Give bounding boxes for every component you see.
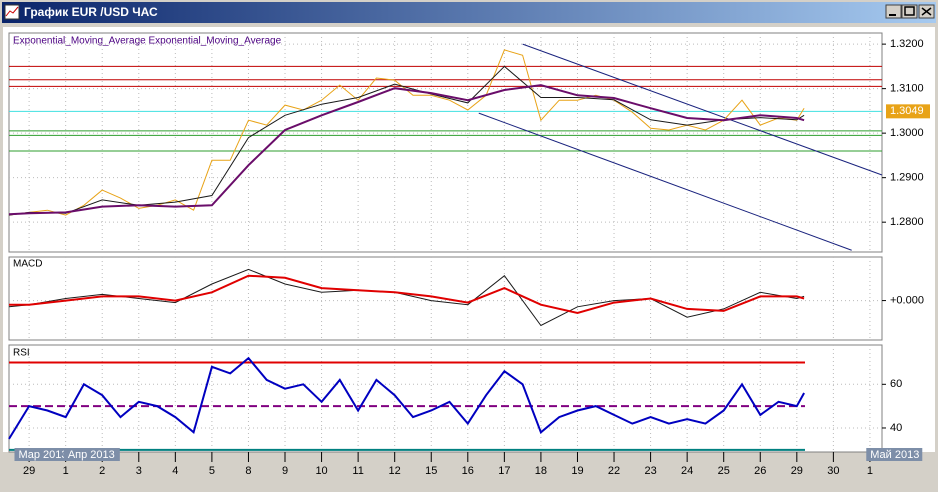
x-tick-label: 24 bbox=[681, 465, 693, 477]
x-tick-label: 1 bbox=[63, 465, 69, 477]
panel-title: RSI bbox=[13, 348, 30, 359]
series-line bbox=[9, 274, 805, 315]
x-tick-label: 1 bbox=[867, 465, 873, 477]
price-label: 1.3049 bbox=[890, 105, 924, 117]
chart-area bbox=[3, 27, 935, 485]
x-tick-label: 23 bbox=[644, 465, 656, 477]
x-tick-label: 19 bbox=[571, 465, 583, 477]
window-buttons bbox=[885, 4, 935, 19]
y-tick-label: 1.3100 bbox=[890, 83, 924, 95]
x-tick-label: 10 bbox=[315, 465, 327, 477]
y-tick-label: +0.000 bbox=[890, 294, 924, 306]
x-tick-label: 18 bbox=[535, 465, 547, 477]
x-tick-label: 22 bbox=[608, 465, 620, 477]
period-box bbox=[14, 448, 71, 461]
panel-title: MACD bbox=[13, 259, 42, 270]
x-tick-label: 16 bbox=[462, 465, 474, 477]
x-tick-label: 26 bbox=[754, 465, 766, 477]
series-line bbox=[8, 268, 805, 327]
legend: Exponential_Moving_Average Exponential_M… bbox=[13, 36, 282, 47]
x-tick-label: 25 bbox=[718, 465, 730, 477]
x-tick-label: 9 bbox=[282, 465, 288, 477]
x-tick-label: 17 bbox=[498, 465, 510, 477]
x-tick-label: 11 bbox=[352, 465, 363, 477]
panel-border bbox=[8, 256, 883, 341]
x-tick-label: 4 bbox=[172, 465, 178, 477]
x-tick-label: 12 bbox=[389, 465, 401, 477]
y-tick-label: 1.2800 bbox=[890, 216, 924, 228]
x-tick-label: 30 bbox=[827, 465, 839, 477]
series-line bbox=[8, 65, 805, 216]
title-bar bbox=[2, 2, 936, 23]
x-tick-label: 2 bbox=[99, 465, 105, 477]
minimize-button[interactable] bbox=[885, 4, 902, 19]
panel-border bbox=[8, 344, 883, 453]
time-axis bbox=[3, 452, 935, 485]
close-glyph bbox=[921, 7, 932, 16]
y-tick-label: 1.3200 bbox=[890, 38, 924, 50]
price-label-box bbox=[886, 104, 930, 119]
period-label: Апр 2013 bbox=[68, 449, 115, 461]
series-line bbox=[8, 49, 805, 216]
y-tick-label: 1.2900 bbox=[890, 172, 924, 184]
y-tick-label: 1.3000 bbox=[890, 127, 924, 139]
x-tick-label: 15 bbox=[425, 465, 437, 477]
x-tick-label: 29 bbox=[791, 465, 803, 477]
x-tick-label: 3 bbox=[136, 465, 142, 477]
x-tick-label: 5 bbox=[209, 465, 215, 477]
y-tick-label: 60 bbox=[890, 378, 902, 390]
series-line bbox=[8, 84, 805, 216]
window-title: График EUR /USD ЧАС bbox=[24, 5, 158, 19]
panel-border bbox=[8, 32, 883, 253]
series-line bbox=[8, 356, 805, 440]
maximize-glyph bbox=[904, 6, 915, 16]
period-label: Мар 2013 bbox=[18, 449, 67, 461]
window-icon-glyph bbox=[5, 6, 19, 17]
y-tick-label: 40 bbox=[890, 422, 902, 434]
period-label: Май 2013 bbox=[870, 449, 919, 461]
x-tick-label: 29 bbox=[23, 465, 35, 477]
period-box bbox=[63, 448, 120, 461]
period-box bbox=[866, 448, 923, 461]
x-tick-label: 8 bbox=[245, 465, 251, 477]
trend-line bbox=[522, 43, 883, 176]
trend-line bbox=[478, 112, 852, 251]
